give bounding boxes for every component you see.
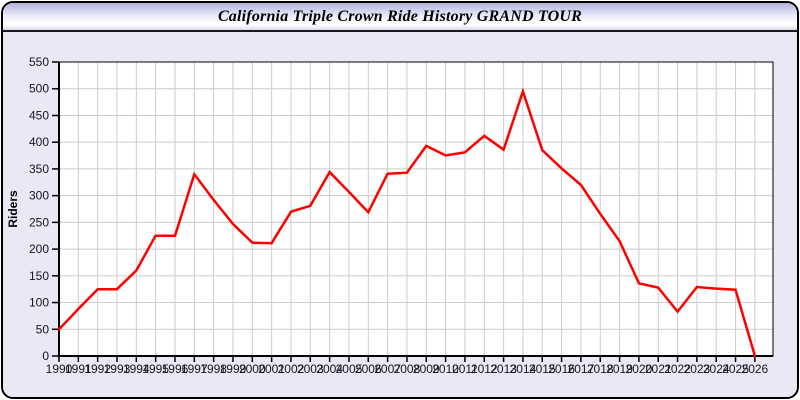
y-tick-label: 150 — [29, 269, 49, 283]
x-tick-label: 2026 — [742, 362, 769, 376]
x-tick-label: 2018 — [587, 362, 614, 376]
x-tick-label: 1992 — [84, 362, 111, 376]
x-tick-label: 2017 — [568, 362, 595, 376]
x-tick-label: 2012 — [471, 362, 498, 376]
x-tick-label: 2001 — [258, 362, 285, 376]
x-tick-label: 2006 — [355, 362, 382, 376]
x-tick-label: 2005 — [336, 362, 363, 376]
x-tick-label: 2021 — [645, 362, 672, 376]
y-tick-label: 450 — [29, 108, 49, 122]
page-title: California Triple Crown Ride History GRA… — [217, 7, 583, 25]
x-tick-label: 2024 — [703, 362, 730, 376]
x-tick-label: 2009 — [413, 362, 440, 376]
x-tick-label: 2011 — [452, 362, 478, 376]
x-tick-label: 1993 — [104, 362, 131, 376]
x-tick-label: 2015 — [529, 362, 556, 376]
y-tick-label: 350 — [29, 162, 49, 176]
x-tick-label: 2016 — [548, 362, 575, 376]
x-tick-label: 2013 — [490, 362, 517, 376]
x-tick-label: 1990 — [46, 362, 73, 376]
x-tick-label: 2003 — [297, 362, 324, 376]
y-tick-label: 200 — [29, 242, 49, 256]
y-tick-label: 500 — [29, 82, 49, 96]
riders-series-line — [57, 87, 757, 358]
y-tick-label: 400 — [29, 135, 49, 149]
x-tick-label: 1998 — [200, 362, 227, 376]
x-tick-label: 2008 — [394, 362, 421, 376]
x-tick-label: 1997 — [181, 362, 208, 376]
x-tick-label: 1994 — [123, 362, 150, 376]
x-tick-label: 1995 — [142, 362, 169, 376]
x-tick-label: 2019 — [606, 362, 633, 376]
y-tick-label: 250 — [29, 215, 49, 229]
plot-area — [59, 62, 773, 356]
y-tick-label: 0 — [42, 349, 49, 363]
y-tick-label: 100 — [29, 296, 49, 310]
y-tick-label: 300 — [29, 189, 49, 203]
x-tick-label: 2010 — [432, 362, 459, 376]
title-bar: California Triple Crown Ride History GRA… — [3, 3, 797, 32]
x-tick-label: 2023 — [684, 362, 711, 376]
x-tick-label: 2007 — [374, 362, 401, 376]
x-tick-label: 2002 — [278, 362, 305, 376]
x-tick-label: 2000 — [239, 362, 266, 376]
x-tick-label: 2025 — [722, 362, 749, 376]
ride-history-line-chart: 0501001502002503003504004505005501990199… — [6, 55, 774, 376]
x-tick-label: 2004 — [316, 362, 343, 376]
x-tick-label: 2020 — [626, 362, 653, 376]
x-tick-label: 2022 — [664, 362, 691, 376]
x-tick-label: 1991 — [65, 362, 92, 376]
x-tick-label: 2014 — [510, 362, 537, 376]
y-axis-title: Riders — [6, 190, 20, 228]
y-tick-label: 550 — [29, 55, 49, 69]
x-tick-label: 1996 — [162, 362, 189, 376]
x-tick-label: 1999 — [220, 362, 247, 376]
y-tick-label: 50 — [36, 322, 50, 336]
